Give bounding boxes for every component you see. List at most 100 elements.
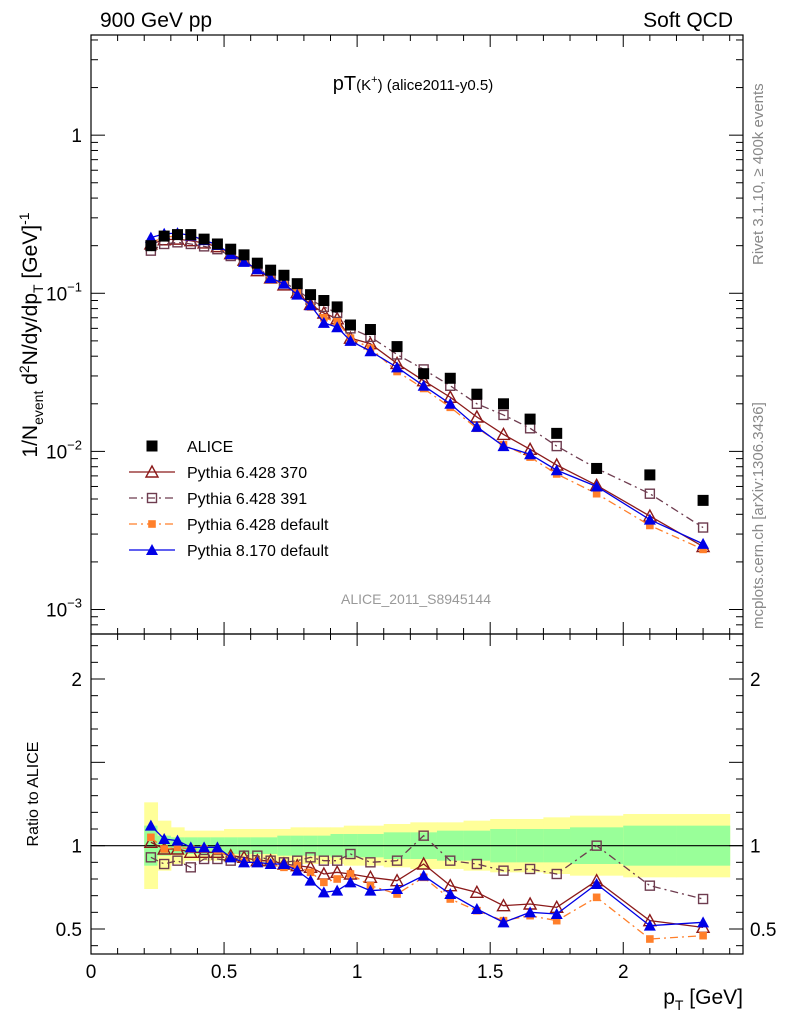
legend: ALICE Pythia 6.428 370 Pythia 6.428 391 Pyt…	[129, 439, 329, 560]
rivet-label: Rivet 3.1.10, ≥ 400k events	[750, 83, 767, 265]
data-point	[418, 368, 430, 380]
ratio-point	[697, 893, 709, 905]
data-point	[643, 513, 656, 525]
ratio-point	[552, 916, 561, 925]
legend-marker	[146, 544, 158, 555]
data-point	[524, 423, 536, 434]
data-point	[391, 361, 404, 373]
data-point	[524, 413, 536, 425]
ratio-point	[331, 855, 343, 866]
ratio-point	[365, 857, 376, 868]
ratio-point	[697, 916, 710, 928]
x-tick-label: 2	[618, 962, 629, 983]
ratio-point	[224, 851, 237, 863]
ratio-point	[391, 855, 403, 866]
ratio-point	[471, 858, 483, 870]
data-point	[145, 240, 157, 252]
ratio-point	[198, 841, 211, 853]
ratio-point	[305, 852, 316, 863]
ratio-point	[344, 876, 357, 888]
data-point	[158, 230, 170, 242]
data-point	[344, 319, 356, 331]
data-point	[238, 255, 251, 267]
data-point	[198, 233, 210, 245]
ratio-point	[497, 916, 510, 928]
data-point	[496, 426, 511, 441]
data-point	[471, 388, 483, 400]
ratio-point	[444, 888, 457, 899]
data-point	[144, 231, 157, 243]
ratio-point	[304, 874, 317, 886]
ratio-point	[646, 935, 654, 943]
data-point	[331, 321, 344, 333]
data-point	[550, 464, 563, 476]
data-point	[305, 289, 317, 301]
data-point	[551, 427, 563, 439]
data-point	[171, 229, 183, 241]
x-axis-label: pT [GeV]	[663, 986, 743, 1013]
ratio-y-axis-label: Ratio to ALICE	[25, 742, 42, 847]
ratio-y-tick-label-right: 2	[750, 670, 761, 691]
data-point	[291, 288, 304, 300]
ratio-y-tick-label-right: 0.5	[750, 920, 776, 941]
data-point	[592, 489, 601, 498]
ratio-point	[318, 855, 330, 866]
data-point	[498, 409, 509, 421]
legend-label: Pythia 8.170 default	[187, 543, 329, 560]
data-point	[317, 316, 330, 328]
y-tick-label: 1	[71, 126, 82, 147]
data-point	[251, 257, 263, 269]
ratio-point	[317, 886, 330, 898]
data-point	[364, 324, 376, 336]
mcplots-label: mcplots.cern.ch [arXiv:1306.3436]	[750, 402, 767, 629]
legend-marker	[146, 440, 158, 452]
ratio-point	[416, 856, 431, 870]
data-point	[444, 397, 457, 409]
ratio-point	[644, 880, 656, 891]
main-y-axis-label: 1/Nevent d2N/dy/dpT [GeV]-1	[16, 212, 46, 457]
data-point	[264, 271, 277, 283]
data-point	[644, 488, 656, 499]
data-point	[444, 372, 456, 384]
data-point	[591, 462, 603, 474]
legend-marker	[146, 492, 158, 504]
legend-label: Pythia 6.428 391	[187, 491, 307, 508]
ratio-point	[184, 841, 197, 853]
data-point	[185, 229, 197, 241]
legend-label: ALICE	[187, 439, 233, 456]
ratio-point	[418, 830, 429, 841]
ratio-point	[320, 878, 328, 887]
ratio-point	[550, 908, 563, 919]
ratio-point	[144, 819, 157, 831]
ratio-series-line	[150, 834, 704, 900]
data-point	[238, 249, 250, 261]
data-point	[278, 269, 290, 281]
analysis-label: ALICE_2011_S8945144	[341, 591, 491, 607]
data-point	[265, 264, 277, 276]
ratio-point	[469, 884, 485, 899]
ratio-point	[158, 858, 170, 870]
ratio-point	[211, 841, 224, 853]
ratio-point	[699, 931, 707, 940]
data-point	[497, 440, 510, 452]
legend-marker	[148, 520, 156, 528]
y-tick-label: 10−3	[46, 596, 82, 622]
data-point	[590, 480, 603, 492]
ratio-point	[590, 878, 603, 889]
ratio-point	[158, 833, 171, 844]
data-point	[699, 545, 707, 554]
ratio-point	[496, 898, 511, 912]
data-point	[344, 334, 357, 346]
x-tick-label: 0	[86, 962, 97, 983]
data-point	[391, 341, 403, 353]
data-point	[364, 345, 377, 357]
ratio-point	[364, 884, 377, 896]
data-point	[497, 398, 509, 410]
ratio-frame	[90, 633, 744, 955]
data-point	[697, 522, 709, 533]
ratio-point	[306, 868, 315, 877]
ratio-point	[171, 834, 184, 846]
ratio-point	[591, 840, 602, 851]
data-point	[225, 243, 237, 255]
